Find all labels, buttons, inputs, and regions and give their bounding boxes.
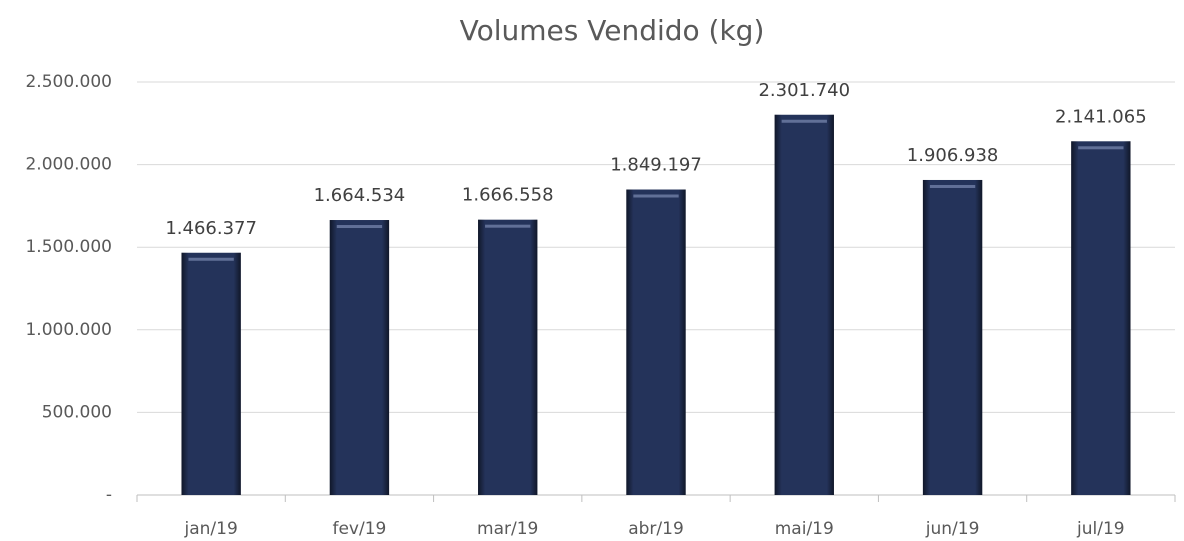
value-label: 1.466.377	[165, 218, 257, 239]
bar-highlight	[485, 224, 531, 228]
bar-shade	[922, 179, 983, 495]
value-label: 1.906.938	[907, 145, 999, 166]
y-tick-label: 500.000	[42, 402, 112, 422]
value-label: 1.849.197	[610, 155, 702, 176]
y-tick-label: 1.500.000	[25, 237, 112, 257]
y-tick-label: -	[106, 485, 112, 505]
bar-shade	[329, 220, 390, 495]
chart-title: Volumes Vendido (kg)	[460, 14, 765, 47]
y-tick-label: 2.500.000	[25, 72, 112, 92]
x-tick-label: jul/19	[1076, 519, 1125, 539]
bar-highlight	[633, 194, 679, 198]
x-tick-label: jan/19	[184, 519, 238, 539]
bar-shade	[626, 189, 686, 496]
y-tick-label: 1.000.000	[25, 320, 112, 340]
bar-shade	[478, 219, 538, 495]
bar-shade	[181, 252, 241, 495]
bar-shade	[1071, 141, 1131, 495]
bar-shade	[774, 114, 834, 495]
value-label: 2.301.740	[758, 80, 850, 101]
x-tick-label: mar/19	[477, 519, 538, 539]
y-tick-label: 2.000.000	[25, 155, 112, 175]
bar-highlight	[336, 225, 383, 229]
x-tick-label: fev/19	[332, 519, 386, 539]
x-tick-label: mai/19	[775, 519, 834, 539]
bar-highlight	[188, 257, 234, 261]
value-label: 1.666.558	[462, 185, 554, 206]
bar-highlight	[929, 184, 976, 188]
value-label: 1.664.534	[314, 185, 406, 206]
x-tick-label: jun/19	[925, 519, 980, 539]
bar-highlight	[781, 119, 827, 123]
value-label: 2.141.065	[1055, 106, 1147, 127]
bar-highlight	[1078, 146, 1124, 150]
x-tick-label: abr/19	[628, 519, 684, 539]
